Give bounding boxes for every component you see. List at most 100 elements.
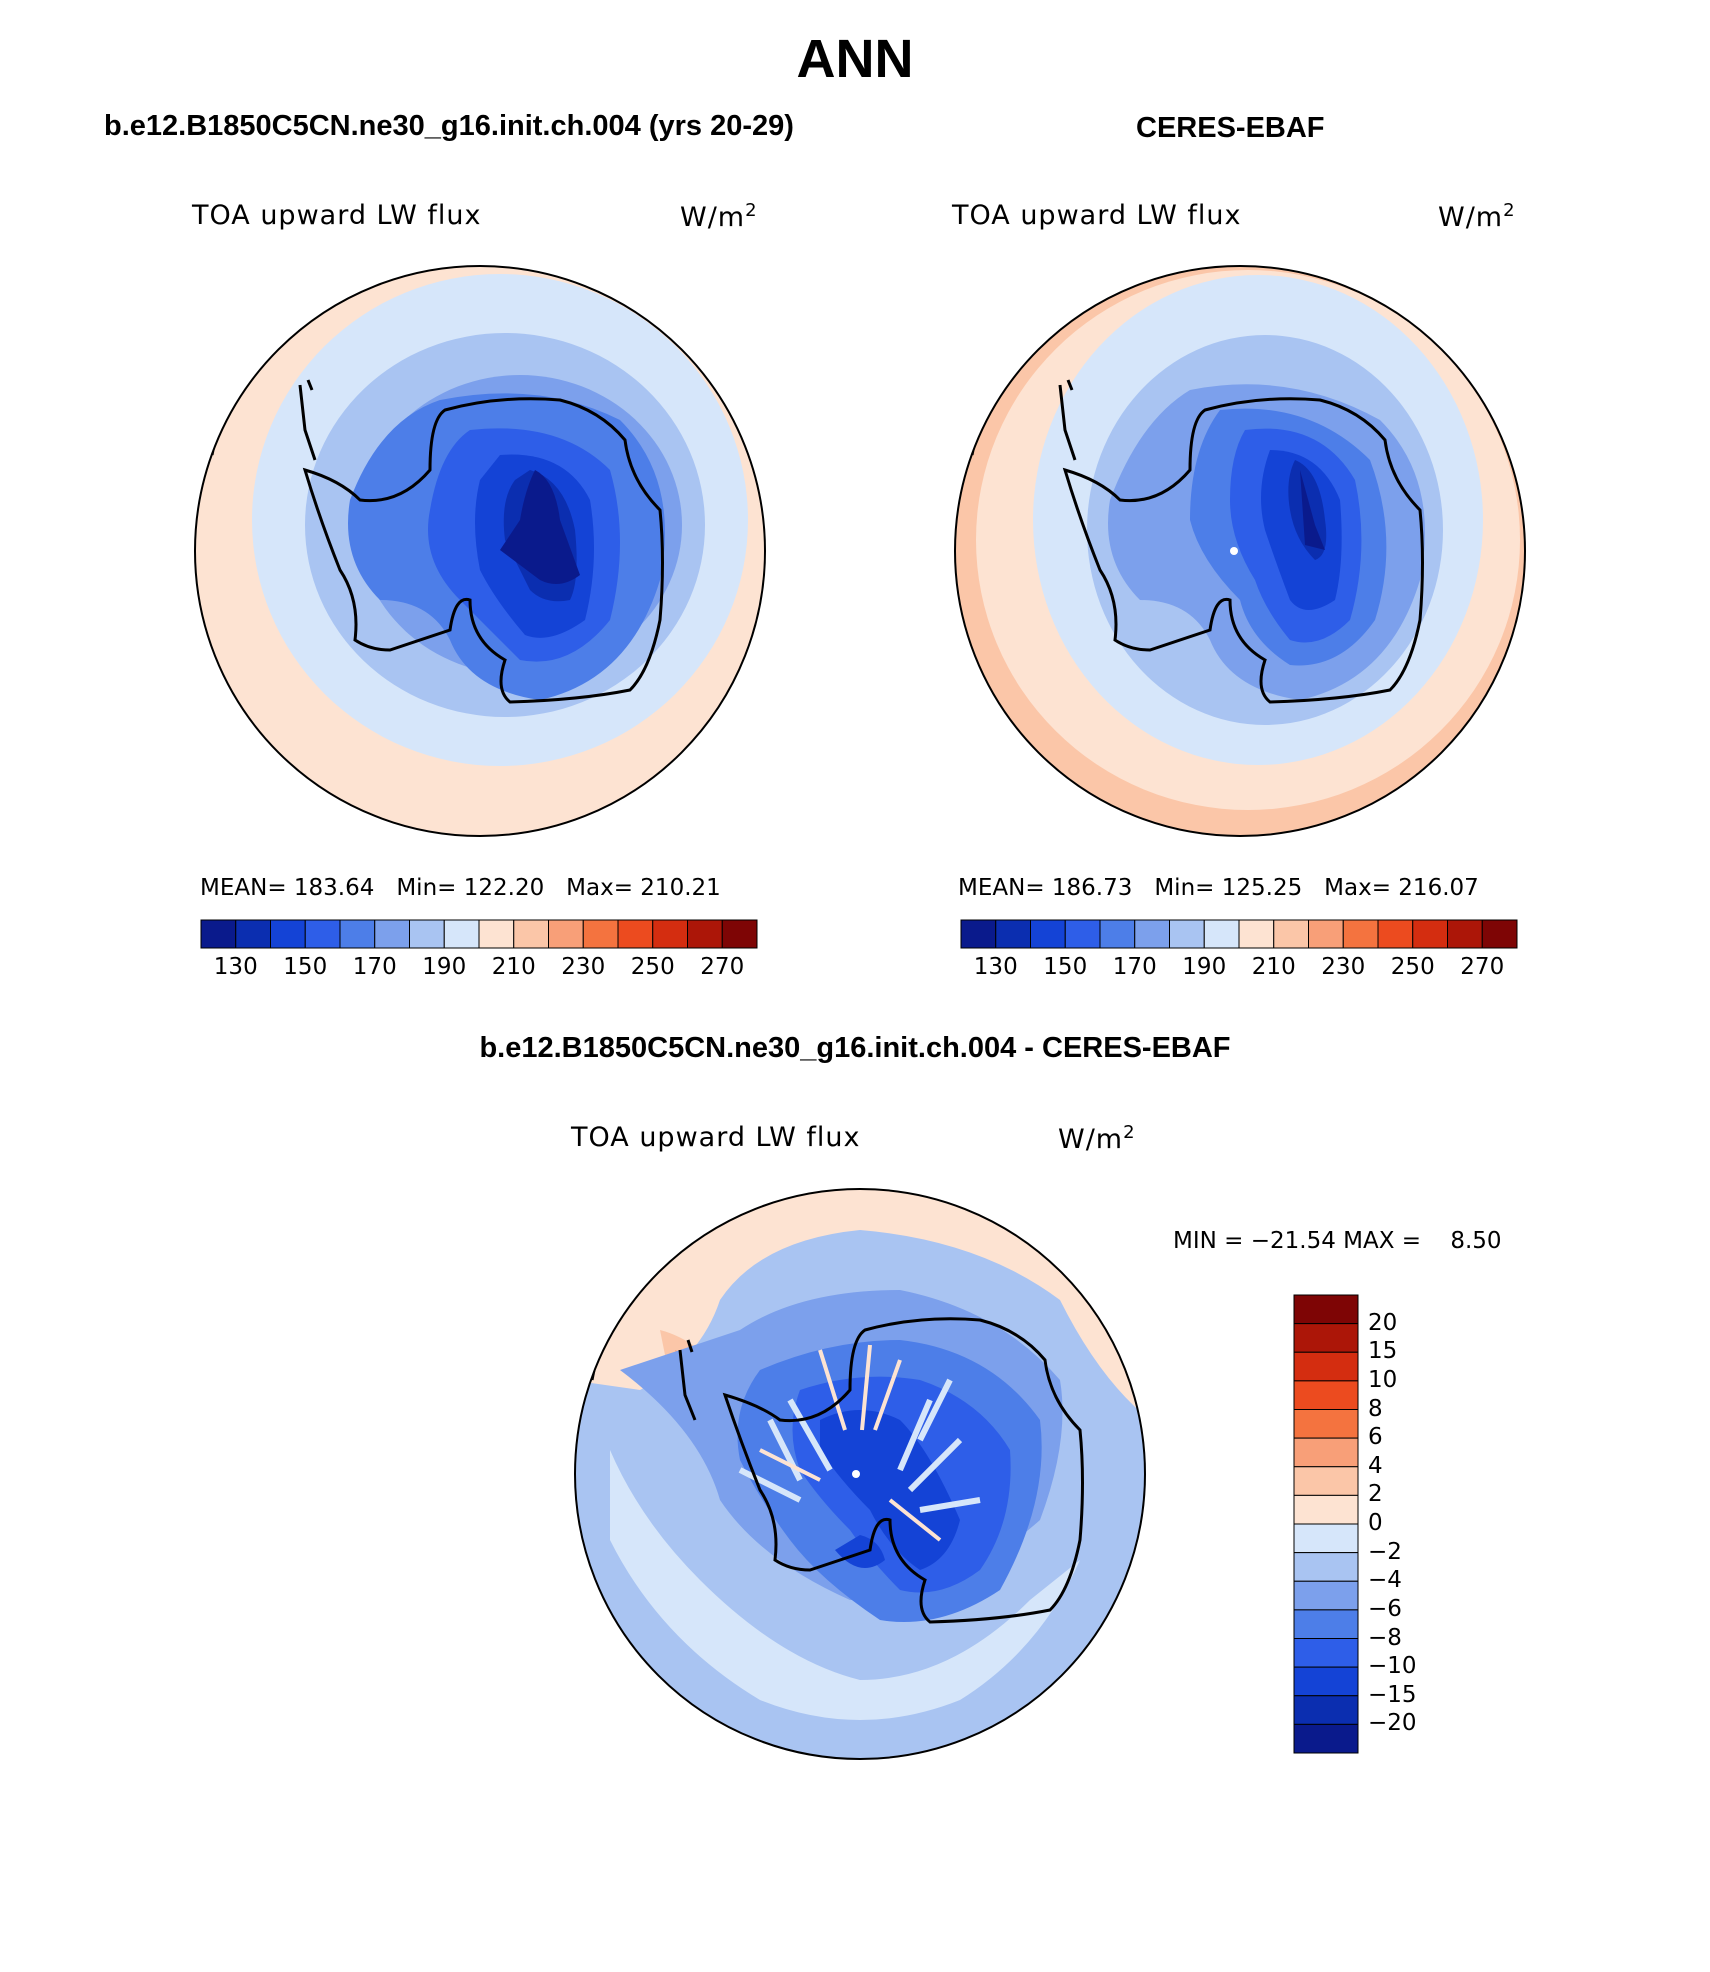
map-difference: [575, 1189, 1145, 1759]
colorbar-panel-2-tick-label: 150: [1043, 954, 1088, 980]
colorbar-difference-tick-label: 6: [1368, 1424, 1383, 1451]
colorbar-difference-tick-label: 15: [1368, 1338, 1398, 1365]
colorbar-panel-2-swatch: [1169, 919, 1205, 949]
colorbar-difference-swatch: [1293, 1666, 1359, 1697]
colorbar-difference-swatch: [1293, 1380, 1359, 1410]
colorbar-panel-1-tick-label: 210: [491, 954, 536, 980]
colorbar-difference-tick-label: −10: [1368, 1653, 1417, 1680]
colorbar-panel-2: [960, 919, 1518, 949]
map-panel-1-outline: [194, 265, 766, 837]
colorbar-difference-tick-label: −8: [1368, 1624, 1402, 1651]
colorbar-panel-1-tick-label: 270: [700, 954, 745, 980]
colorbar-panel-2-swatch: [960, 919, 997, 949]
colorbar-difference-tick-label: 8: [1368, 1395, 1383, 1422]
colorbar-panel-1-tick-label: 250: [630, 954, 675, 980]
colorbar-difference-swatch: [1293, 1552, 1359, 1582]
colorbar-panel-2-swatch: [1342, 919, 1379, 949]
colorbar-panel-1-swatch: [721, 919, 758, 949]
colorbar-panel-1-swatch: [304, 919, 341, 949]
colorbar-difference-tick-label: 2: [1368, 1481, 1383, 1508]
colorbar-panel-2-tick-label: 230: [1321, 954, 1366, 980]
colorbar-panel-2-swatch: [1238, 919, 1275, 949]
colorbar-panel-2-swatch: [1412, 919, 1448, 949]
difference-minmax: MIN = −21.54 MAX = 8.50: [1173, 1228, 1502, 1254]
colorbar-panel-1-swatch: [582, 919, 619, 949]
difference-units-label: W/m2: [1058, 1122, 1136, 1155]
colorbar-difference-swatch: [1293, 1580, 1359, 1611]
colorbar-panel-1-swatch: [409, 919, 445, 949]
panel-1-variable-label: TOA upward LW flux: [192, 200, 482, 231]
colorbar-panel-1-tick-label: 170: [352, 954, 397, 980]
colorbar-panel-2-swatch: [1064, 919, 1101, 949]
colorbar-panel-1-swatch: [652, 919, 688, 949]
colorbar-panel-1: [200, 919, 758, 949]
colorbar-difference-swatch: [1293, 1723, 1359, 1754]
colorbar-panel-1-swatch: [548, 919, 584, 949]
colorbar-panel-2-tick-label: 270: [1460, 954, 1505, 980]
colorbar-panel-2-tick-label: 250: [1390, 954, 1435, 980]
colorbar-panel-2-tick-label: 210: [1251, 954, 1296, 980]
colorbar-panel-2-tick-label: 130: [973, 954, 1018, 980]
colorbar-difference-swatch: [1293, 1437, 1359, 1468]
colorbar-panel-1-swatch: [235, 919, 271, 949]
colorbar-difference-swatch: [1293, 1351, 1359, 1382]
colorbar-panel-2-swatch: [1308, 919, 1344, 949]
panel-2-variable-label: TOA upward LW flux: [952, 200, 1242, 231]
colorbar-panel-1-swatch: [270, 919, 306, 949]
map-panel-2-outline: [954, 265, 1526, 837]
colorbar-panel-2-swatch: [995, 919, 1031, 949]
colorbar-panel-1-swatch: [200, 919, 237, 949]
colorbar-panel-1-tick-label: 230: [561, 954, 606, 980]
colorbar-panel-1-swatch: [339, 919, 376, 949]
colorbar-panel-1-tick-label: 150: [283, 954, 328, 980]
colorbar-panel-1-swatch: [443, 919, 480, 949]
colorbar-panel-2-swatch: [1481, 919, 1518, 949]
map-panel-2: [955, 266, 1525, 836]
colorbar-difference-tick-label: −4: [1368, 1567, 1402, 1594]
figure-title: ANN: [796, 29, 914, 89]
colorbar-panel-2-swatch: [1377, 919, 1414, 949]
colorbar-difference-swatch: [1293, 1294, 1359, 1325]
colorbar-difference-swatch: [1293, 1695, 1359, 1725]
colorbar-panel-2-swatch: [1273, 919, 1309, 949]
colorbar-difference-swatch: [1293, 1523, 1359, 1554]
colorbar-difference-swatch: [1293, 1323, 1359, 1353]
colorbar-difference: [1293, 1294, 1359, 1754]
colorbar-difference-tick-label: −2: [1368, 1538, 1402, 1565]
colorbar-panel-1-swatch: [687, 919, 723, 949]
panel-2-units-label: W/m2: [1438, 200, 1516, 233]
colorbar-difference-swatch: [1293, 1638, 1359, 1668]
colorbar-panel-1-tick-label: 190: [422, 954, 467, 980]
colorbar-panel-2-swatch: [1447, 919, 1483, 949]
colorbar-difference-swatch: [1293, 1466, 1359, 1496]
panel-1-units-label: W/m2: [680, 200, 758, 233]
colorbar-difference-swatch: [1293, 1409, 1359, 1439]
colorbar-difference-tick-label: −15: [1368, 1681, 1417, 1708]
colorbar-panel-2-tick-label: 170: [1112, 954, 1157, 980]
panel-2-case-title: CERES-EBAF: [1136, 112, 1325, 144]
colorbar-difference-tick-label: 0: [1368, 1510, 1383, 1536]
colorbar-panel-1-swatch: [478, 919, 515, 949]
panel-2-stats: MEAN= 186.73 Min= 125.25 Max= 216.07: [958, 875, 1479, 901]
difference-title: b.e12.B1850C5CN.ne30_g16.init.ch.004 - C…: [479, 1032, 1231, 1064]
colorbar-difference-swatch: [1293, 1494, 1359, 1525]
colorbar-panel-2-swatch: [1099, 919, 1136, 949]
colorbar-difference-tick-label: −20: [1368, 1710, 1417, 1737]
panel-1-case-title: b.e12.B1850C5CN.ne30_g16.init.ch.004 (yr…: [104, 110, 794, 142]
colorbar-difference-tick-label: 10: [1368, 1366, 1398, 1393]
colorbar-difference-tick-label: 4: [1368, 1452, 1383, 1479]
colorbar-difference-swatch: [1293, 1609, 1359, 1639]
colorbar-panel-1-swatch: [374, 919, 410, 949]
colorbar-panel-1-swatch: [513, 919, 549, 949]
difference-variable-label: TOA upward LW flux: [571, 1122, 861, 1153]
colorbar-panel-1-tick-label: 130: [213, 954, 258, 980]
colorbar-panel-2-swatch: [1030, 919, 1066, 949]
map-difference-outline: [574, 1188, 1146, 1760]
map-panel-1: [195, 266, 765, 836]
colorbar-panel-1-swatch: [617, 919, 654, 949]
colorbar-difference-tick-label: 20: [1368, 1309, 1398, 1336]
colorbar-panel-2-swatch: [1134, 919, 1170, 949]
colorbar-panel-2-tick-label: 190: [1182, 954, 1227, 980]
colorbar-panel-2-swatch: [1203, 919, 1240, 949]
